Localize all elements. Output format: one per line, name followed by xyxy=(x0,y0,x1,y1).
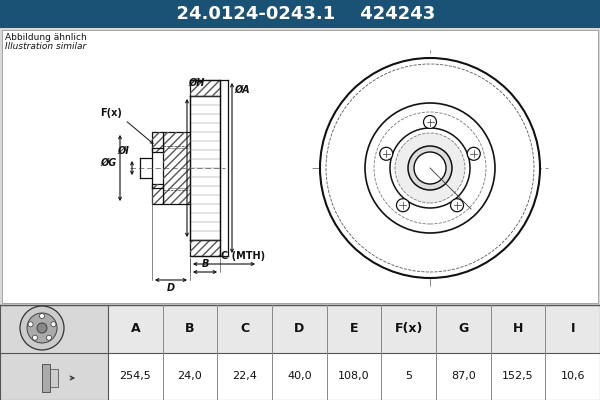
Circle shape xyxy=(20,306,64,350)
Text: D: D xyxy=(294,322,304,335)
Bar xyxy=(2,30,598,303)
Text: 24.0124-0243.1    424243: 24.0124-0243.1 424243 xyxy=(164,5,436,23)
Text: E: E xyxy=(350,322,358,335)
Text: B: B xyxy=(202,259,209,269)
Bar xyxy=(0,305,108,400)
Text: 10,6: 10,6 xyxy=(560,371,585,381)
Text: 24,0: 24,0 xyxy=(178,371,202,381)
Text: B: B xyxy=(185,322,195,335)
Circle shape xyxy=(365,103,495,233)
Text: Abbildung ähnlich: Abbildung ähnlich xyxy=(5,33,87,42)
Bar xyxy=(190,240,220,256)
Text: 87,0: 87,0 xyxy=(451,371,476,381)
Circle shape xyxy=(28,322,33,327)
Text: I: I xyxy=(571,322,575,335)
Text: G: G xyxy=(458,322,469,335)
Text: Illustration similar: Illustration similar xyxy=(5,42,86,51)
Circle shape xyxy=(37,323,47,333)
Circle shape xyxy=(467,147,480,160)
Circle shape xyxy=(408,146,452,190)
Text: 108,0: 108,0 xyxy=(338,371,370,381)
Text: 22,4: 22,4 xyxy=(232,371,257,381)
Circle shape xyxy=(40,314,44,318)
Bar xyxy=(108,352,600,400)
Bar xyxy=(108,305,600,352)
Text: A: A xyxy=(131,322,140,335)
Text: 40,0: 40,0 xyxy=(287,371,311,381)
Circle shape xyxy=(32,335,37,340)
Text: C (MTH): C (MTH) xyxy=(221,251,265,261)
Text: ØG: ØG xyxy=(101,158,117,168)
Text: ØI: ØI xyxy=(117,146,129,156)
Circle shape xyxy=(47,335,52,340)
Bar xyxy=(152,184,163,204)
Circle shape xyxy=(395,133,465,203)
Bar xyxy=(152,132,163,152)
Text: 5: 5 xyxy=(405,371,412,381)
Circle shape xyxy=(397,199,409,212)
Text: D: D xyxy=(167,283,175,293)
Circle shape xyxy=(374,112,486,224)
Text: F(x): F(x) xyxy=(100,108,122,118)
Bar xyxy=(0,0,600,28)
Bar xyxy=(163,132,190,204)
Text: H: H xyxy=(513,322,523,335)
Circle shape xyxy=(380,147,393,160)
Text: F(x): F(x) xyxy=(394,322,423,335)
Bar xyxy=(152,184,163,204)
Bar xyxy=(0,28,600,305)
Bar xyxy=(190,80,220,96)
Text: C: C xyxy=(240,322,249,335)
Text: ØH: ØH xyxy=(188,78,205,88)
Bar xyxy=(50,369,58,387)
Circle shape xyxy=(451,199,464,212)
Text: 152,5: 152,5 xyxy=(502,371,534,381)
Bar xyxy=(190,240,220,256)
Bar xyxy=(190,80,220,96)
Bar xyxy=(163,132,190,204)
Circle shape xyxy=(326,64,534,272)
Text: ØA: ØA xyxy=(234,85,250,95)
Circle shape xyxy=(424,116,437,128)
Bar xyxy=(42,364,50,392)
Text: ØE: ØE xyxy=(438,153,454,163)
Circle shape xyxy=(27,313,57,343)
Bar xyxy=(152,132,163,152)
Circle shape xyxy=(414,152,446,184)
Circle shape xyxy=(51,322,56,327)
Text: 254,5: 254,5 xyxy=(119,371,151,381)
Circle shape xyxy=(320,58,540,278)
Circle shape xyxy=(390,128,470,208)
Bar xyxy=(0,305,600,400)
